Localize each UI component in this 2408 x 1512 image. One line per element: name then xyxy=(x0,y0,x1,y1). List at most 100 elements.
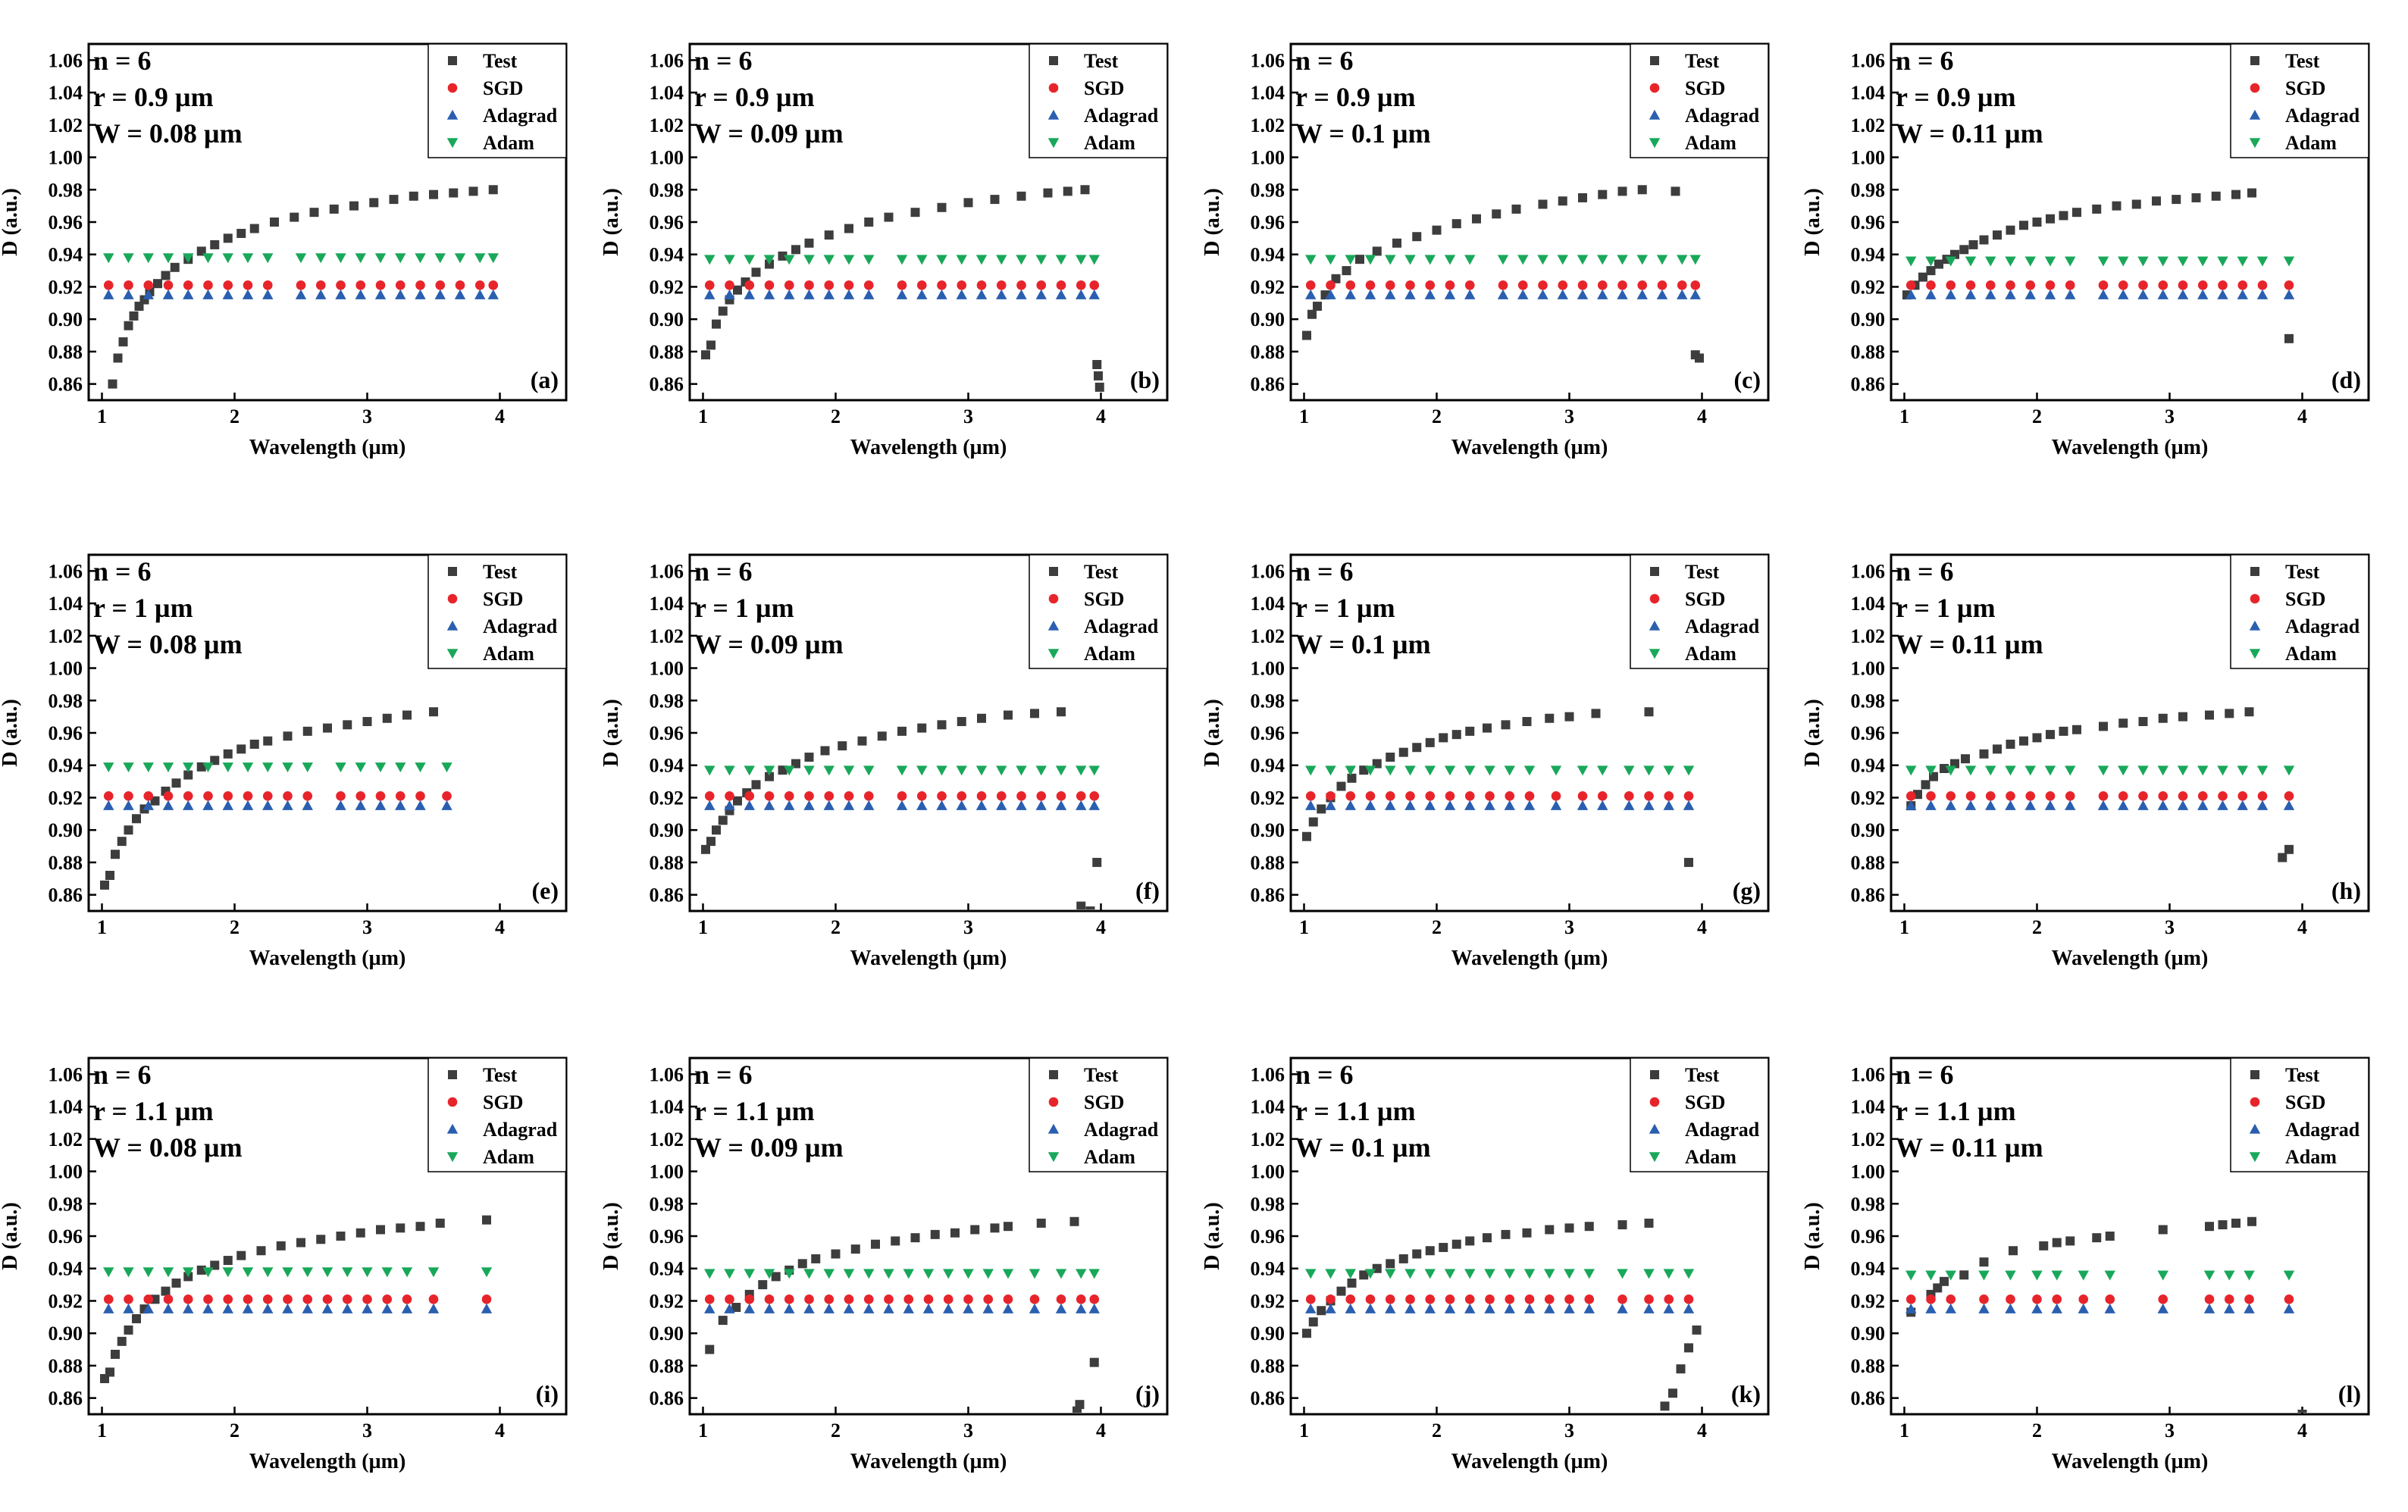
adam-point xyxy=(704,255,716,265)
x-tick-label: 3 xyxy=(362,916,372,938)
sgd-point xyxy=(342,1294,352,1304)
sgd-point xyxy=(863,280,874,290)
sgd-point xyxy=(704,280,715,290)
sgd-point xyxy=(1577,791,1588,801)
x-tick-label: 4 xyxy=(2297,916,2307,938)
sgd-point xyxy=(725,1294,734,1304)
adagrad-point xyxy=(1088,1303,1100,1313)
series-sgd xyxy=(103,280,499,290)
adam-point xyxy=(1617,1269,1628,1279)
sgd-point xyxy=(1485,1294,1495,1304)
x-axis-title: Wavelength (µm) xyxy=(850,436,1007,459)
annotation-line: r = 1 µm xyxy=(1896,593,1996,623)
y-tick-label: 0.96 xyxy=(49,211,83,233)
sgd-point xyxy=(884,1294,894,1304)
test-point xyxy=(1080,185,1090,195)
legend-label: Test xyxy=(1084,1064,1119,1086)
test-point xyxy=(1926,266,1936,276)
test-point xyxy=(751,780,761,790)
adam-point xyxy=(1497,255,1509,265)
adagrad-point xyxy=(916,289,928,299)
legend-marker-adam xyxy=(1047,1152,1060,1163)
test-point xyxy=(2284,333,2294,343)
x-tick-label: 2 xyxy=(230,1420,240,1442)
y-tick-label: 0.90 xyxy=(1851,819,1886,841)
adagrad-point xyxy=(434,289,446,299)
x-tick-label: 1 xyxy=(1899,405,1909,427)
adagrad-point xyxy=(1517,289,1529,299)
adagrad-point xyxy=(1345,1303,1356,1313)
sgd-point xyxy=(1345,791,1356,801)
sgd-point xyxy=(203,791,213,801)
test-point xyxy=(1564,712,1574,722)
adam-point xyxy=(2031,1270,2043,1281)
sgd-point xyxy=(2045,791,2056,801)
adagrad-point xyxy=(2237,289,2248,299)
y-tick-label: 0.90 xyxy=(650,1323,684,1345)
test-point xyxy=(1671,186,1680,196)
adagrad-point xyxy=(242,289,254,299)
adagrad-point xyxy=(1978,1303,1990,1313)
sgd-point xyxy=(1597,791,1608,801)
sgd-point xyxy=(1577,280,1588,290)
adagrad-point xyxy=(202,800,214,810)
adam-point xyxy=(441,762,452,773)
sgd-point xyxy=(1683,1294,1694,1304)
test-point xyxy=(1564,1223,1574,1233)
y-tick-label: 0.98 xyxy=(49,690,83,712)
adam-point xyxy=(103,1267,114,1278)
test-point xyxy=(161,1286,171,1296)
test-point xyxy=(1076,901,1086,909)
test-point xyxy=(917,723,927,733)
test-point xyxy=(249,739,259,749)
adagrad-point xyxy=(996,289,1007,299)
panel-label: (a) xyxy=(531,366,559,393)
adagrad-point xyxy=(2177,800,2189,810)
test-point xyxy=(1451,1239,1461,1249)
adagrad-point xyxy=(803,800,815,810)
legend-label: Adam xyxy=(1685,643,1736,665)
sgd-point xyxy=(1551,791,1561,801)
sgd-point xyxy=(804,280,814,290)
adagrad-point xyxy=(843,800,855,810)
y-tick-label: 1.00 xyxy=(650,1161,684,1183)
adagrad-point xyxy=(763,289,775,299)
adam-point xyxy=(2137,765,2149,776)
y-axis-title: D (a.u.) xyxy=(0,1202,22,1269)
adam-point xyxy=(123,762,134,773)
sgd-point xyxy=(804,1294,814,1304)
adam-point xyxy=(1925,765,1937,776)
sgd-point xyxy=(223,1294,233,1304)
adam-point xyxy=(242,1267,254,1278)
adam-point xyxy=(2157,765,2168,776)
test-point xyxy=(323,723,332,733)
test-point xyxy=(771,1272,781,1282)
adam-point xyxy=(342,1267,353,1278)
test-point xyxy=(1511,204,1521,214)
x-tick-label: 4 xyxy=(495,405,505,427)
y-tick-label: 0.88 xyxy=(650,1355,684,1377)
sgd-point xyxy=(704,1294,715,1304)
legend-marker-adam xyxy=(2249,138,2261,149)
x-tick-label: 3 xyxy=(1564,1420,1574,1442)
adam-point xyxy=(1035,765,1047,776)
test-point xyxy=(415,1222,425,1232)
legend-label: Adam xyxy=(2285,1146,2337,1168)
x-tick-label: 2 xyxy=(1432,1420,1442,1442)
sgd-point xyxy=(2204,1294,2215,1304)
test-point xyxy=(2009,1246,2018,1256)
sgd-point xyxy=(957,280,967,290)
adam-point xyxy=(2097,765,2109,776)
y-axis-title: D (a.u.) xyxy=(1201,188,1224,255)
legend-label: Adam xyxy=(1685,1146,1736,1168)
adam-point xyxy=(922,1269,935,1279)
test-point xyxy=(970,1225,980,1235)
sgd-point xyxy=(1677,280,1687,290)
adam-point xyxy=(1076,765,1087,776)
adagrad-point xyxy=(1404,289,1416,299)
chart-panel-a: 0.86 0.88 0.90 0.92 0.94 0.96 0.98 1.00 1.02 1.04… xyxy=(0,42,568,459)
y-tick-label: 0.94 xyxy=(1251,755,1285,777)
test-point xyxy=(820,746,830,756)
test-point xyxy=(2205,1222,2214,1232)
chart-panel-j: 0.86 0.88 0.90 0.92 0.94 0.96 0.98 1.00 1.02 1.04… xyxy=(600,1057,1169,1473)
